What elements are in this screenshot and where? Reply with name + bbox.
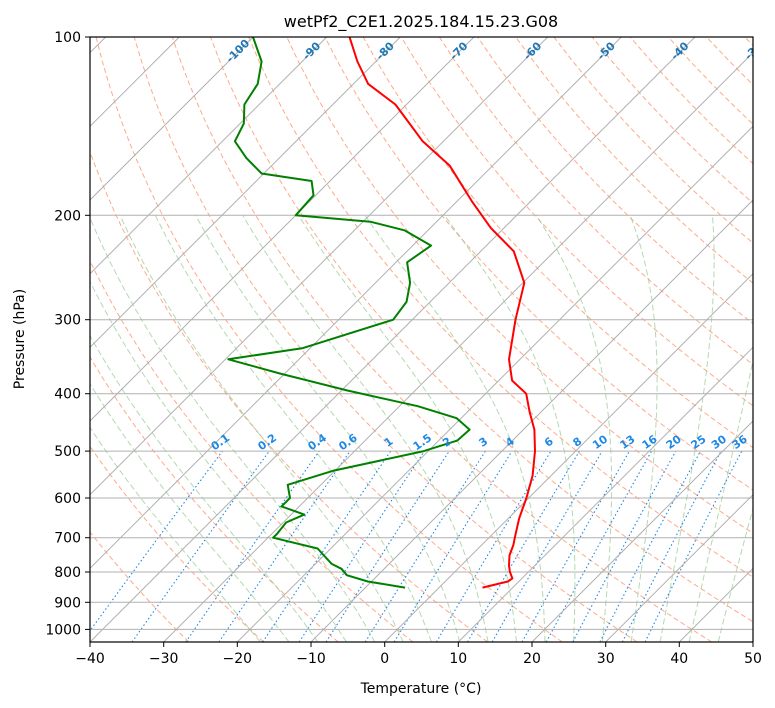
x-axis-label: Temperature (°C) — [360, 681, 482, 697]
x-tick-label: −40 — [75, 651, 105, 667]
moist-adiabat-line — [364, 215, 546, 642]
isotherm-line — [90, 37, 696, 642]
moist-adiabat-line — [688, 358, 753, 642]
moist-adiabat-line — [535, 215, 613, 642]
x-tick-label: −20 — [223, 651, 253, 667]
y-tick-label: 200 — [54, 208, 81, 224]
dry-adiabat-line — [171, 37, 712, 642]
dry-adiabat-line — [90, 445, 264, 642]
mixing-ratio-line — [572, 450, 677, 642]
dry-adiabat-line — [515, 37, 753, 284]
x-tick-label: 20 — [523, 651, 541, 667]
isotherm-label: -30 — [742, 39, 765, 62]
moist-adiabat-line — [444, 215, 576, 642]
isotherm-lines — [90, 37, 753, 642]
isotherm-line — [752, 641, 753, 642]
moist-adiabat-line — [154, 215, 432, 642]
mixing-ratio-line — [393, 450, 513, 642]
x-tick-label: 50 — [744, 651, 762, 667]
moist-adiabat-line — [659, 215, 715, 642]
y-tick-label: 600 — [54, 491, 81, 507]
isotherm-line — [90, 37, 401, 349]
y-tick-label: 900 — [54, 595, 81, 611]
y-axis-label: Pressure (hPa) — [12, 289, 28, 389]
moist-adiabat-line — [90, 280, 347, 642]
mixing-ratio-line — [325, 450, 450, 642]
dry-adiabat-line — [90, 531, 190, 642]
dry-adiabat-line — [90, 150, 488, 642]
isotherm-line — [605, 493, 753, 642]
y-tick-label: 100 — [54, 30, 81, 46]
x-tick-label: 10 — [449, 651, 467, 667]
plot-background — [90, 37, 753, 642]
moist-adiabat-line — [119, 215, 404, 642]
x-axis: −40 −30 −20 −10 0 10 20 30 40 50 — [75, 642, 762, 667]
isotherm-line — [90, 37, 328, 275]
dewpoint-profile-line — [227, 37, 471, 589]
moist-adiabat-line — [629, 215, 658, 642]
isotherm-line — [90, 37, 622, 570]
isotherm-line — [90, 37, 475, 422]
isotherm-line — [310, 199, 753, 642]
y-tick-label: 800 — [54, 565, 81, 581]
isotherm-line — [384, 272, 753, 642]
dry-adiabat-line — [248, 37, 753, 578]
x-tick-label: 0 — [380, 651, 389, 667]
mixing-ratio-line — [218, 450, 351, 642]
mixing-ratio-line — [521, 450, 630, 642]
mixing-ratio-line — [185, 450, 320, 642]
y-tick-label: 300 — [54, 313, 81, 329]
mixing-ratio-line — [644, 450, 743, 642]
plot-frame — [89, 36, 754, 643]
dry-adiabat-line — [210, 37, 753, 623]
isotherm-line — [90, 37, 549, 496]
temperature-profile-line — [348, 37, 536, 589]
moist-adiabat-line — [195, 215, 461, 642]
y-tick-label: 400 — [54, 387, 81, 403]
mixing-ratio-line — [545, 450, 653, 642]
moist-adiabat-line — [90, 334, 319, 642]
mixing-ratio-lines — [90, 450, 743, 642]
isotherm-line — [163, 51, 753, 642]
dry-adiabat-line — [95, 37, 563, 642]
y-tick-label: 700 — [54, 531, 81, 547]
isotherm-line — [236, 125, 753, 642]
isobar-lines — [90, 37, 753, 630]
dry-adiabat-line — [133, 37, 638, 642]
profile-lines — [227, 37, 536, 589]
x-tick-label: 30 — [597, 651, 615, 667]
moist-adiabat-line — [297, 215, 517, 642]
x-tick-label: −30 — [149, 651, 179, 667]
dry-adiabat-line — [324, 37, 753, 491]
mixing-ratio-line — [298, 450, 425, 642]
moist-adiabat-line — [90, 426, 261, 642]
y-tick-label: 1000 — [45, 622, 81, 638]
dry-adiabat-line — [90, 356, 339, 642]
dry-adiabat-line — [400, 37, 753, 407]
y-axis: 100 200 300 400 500 600 700 800 900 1000 — [45, 30, 90, 638]
x-tick-label: 40 — [670, 651, 688, 667]
x-tick-label: −10 — [296, 651, 326, 667]
isotherm-line — [531, 420, 753, 642]
chart-title: wetPf2_C2E1.2025.184.15.23.G08 — [284, 12, 558, 32]
y-tick-label: 500 — [54, 444, 81, 460]
moist-adiabat-line — [90, 216, 376, 642]
isotherm-line — [457, 346, 753, 642]
mixing-ratio-line — [131, 450, 270, 642]
moist-adiabat-line — [717, 506, 753, 642]
isotherm-line — [90, 37, 254, 201]
dry-adiabat-line — [438, 37, 753, 366]
mixing-ratio-line — [262, 450, 392, 642]
mixing-ratio-line — [90, 450, 223, 632]
